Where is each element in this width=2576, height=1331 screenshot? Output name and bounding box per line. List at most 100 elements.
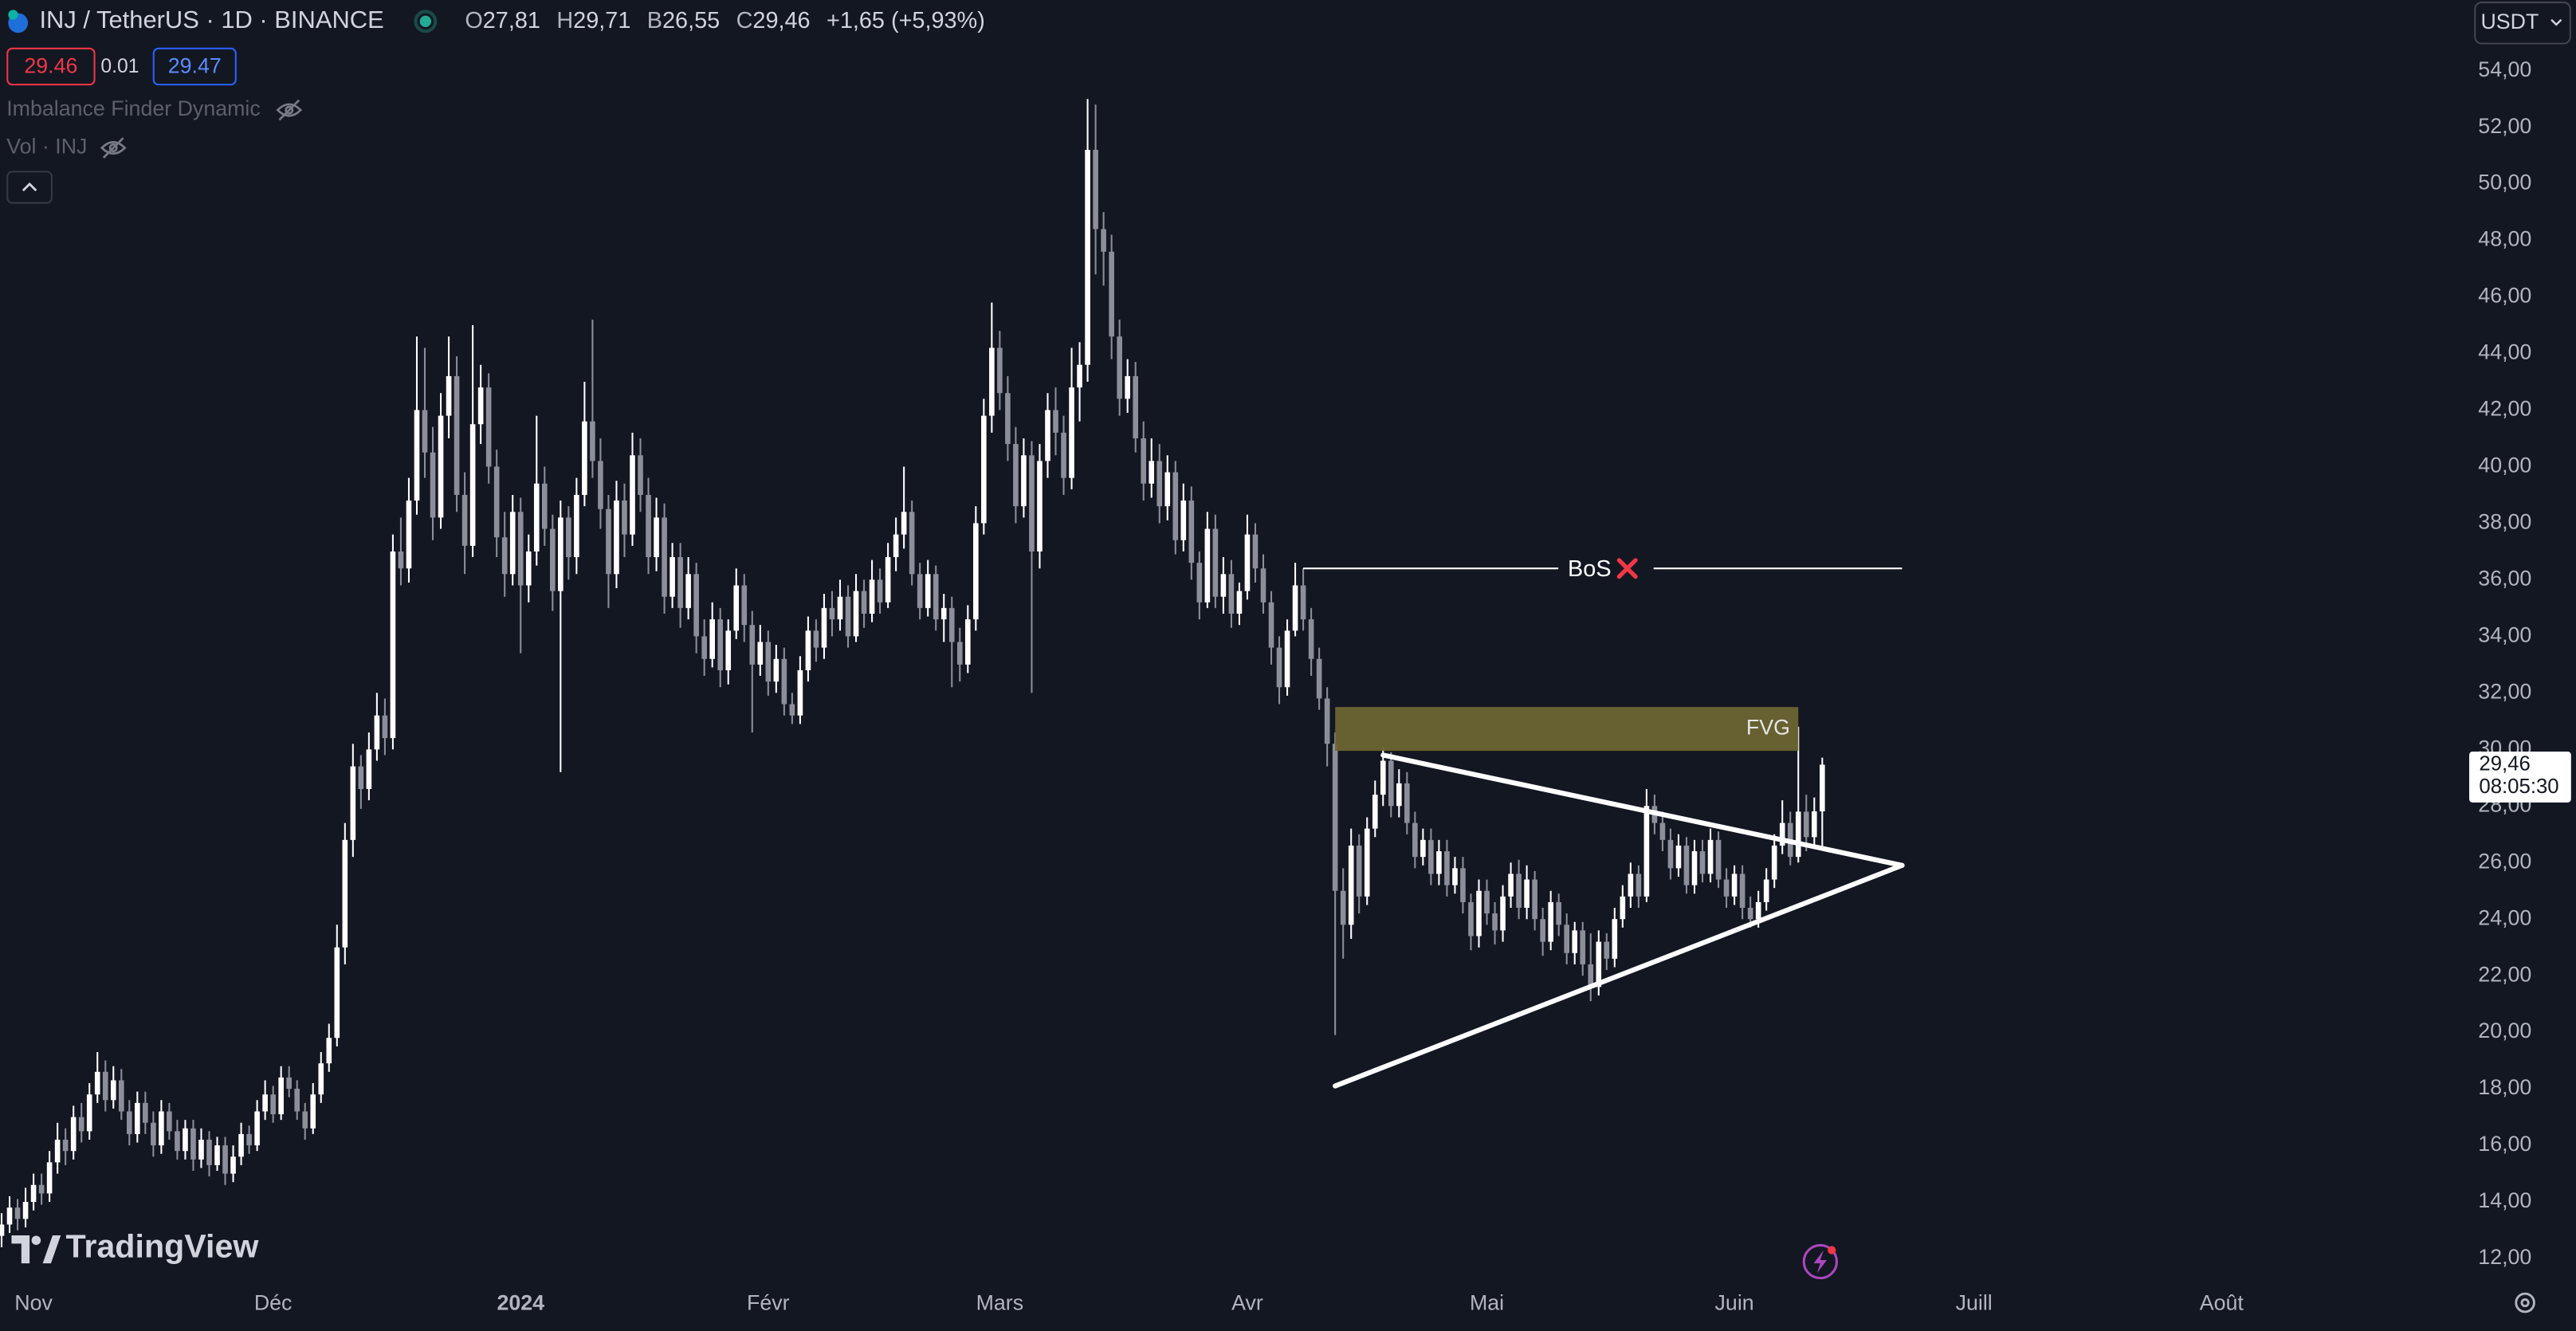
candle-body xyxy=(1771,845,1777,880)
candle-body xyxy=(175,1131,180,1152)
candle-body xyxy=(877,579,883,603)
market-status[interactable] xyxy=(414,10,438,33)
candle-body xyxy=(190,1128,196,1160)
sell-price: 29.46 xyxy=(24,54,77,78)
candle-body xyxy=(845,596,851,637)
candle-body xyxy=(1596,941,1602,987)
buy-button[interactable] xyxy=(152,47,237,86)
candle-body xyxy=(550,528,556,591)
candle-body xyxy=(1628,874,1634,897)
indicator-label[interactable]: Vol · INJ xyxy=(6,135,87,159)
candle-body xyxy=(1268,602,1274,648)
candle-body xyxy=(1372,795,1378,829)
candle-body xyxy=(1196,563,1203,603)
candle-body xyxy=(606,508,611,575)
candle-body xyxy=(1125,375,1130,399)
candle-body xyxy=(206,1139,212,1165)
candle-body xyxy=(38,1184,45,1194)
ohlc-change: +1,65 (+5,93%) xyxy=(827,7,985,33)
candle-body xyxy=(1212,528,1219,597)
candle-body xyxy=(1364,828,1370,897)
candle-body xyxy=(493,466,500,538)
candle-body xyxy=(30,1184,37,1203)
candle-body xyxy=(614,501,619,575)
candle-body xyxy=(167,1111,172,1132)
candle-body xyxy=(262,1094,268,1112)
buy-price: 29.47 xyxy=(168,54,222,78)
settings-button[interactable] xyxy=(2515,1292,2535,1313)
candle-body xyxy=(222,1145,228,1174)
candle-body xyxy=(997,347,1003,394)
candle-body xyxy=(1005,393,1011,445)
candle-body xyxy=(318,1063,324,1095)
candle-body xyxy=(286,1077,292,1090)
candle-body xyxy=(1524,879,1530,909)
candle-body xyxy=(1013,444,1019,507)
collapse-button[interactable] xyxy=(6,171,53,204)
market-status-dot xyxy=(419,15,432,28)
x-tick-label: Avr xyxy=(1231,1291,1263,1315)
candle-body xyxy=(598,461,603,509)
candle-body xyxy=(1085,150,1090,365)
sell-button[interactable] xyxy=(6,47,96,86)
y-tick-label: 50,00 xyxy=(2478,171,2531,194)
candle-body xyxy=(670,557,675,597)
lightning-button[interactable] xyxy=(1802,1243,1838,1280)
candle-body xyxy=(414,410,420,501)
symbol-title[interactable]: INJ / TetherUS · 1D · BINANCE xyxy=(39,6,383,33)
hidden-eye-icon[interactable] xyxy=(100,137,127,159)
candle-body xyxy=(430,452,436,518)
candle-body xyxy=(1468,901,1474,936)
candle-body xyxy=(183,1128,188,1152)
candle-body xyxy=(541,483,548,529)
candle-body xyxy=(940,607,947,620)
candle-body xyxy=(1396,783,1402,807)
candle-body xyxy=(1077,364,1082,388)
candle-body xyxy=(1731,874,1738,897)
candle-body xyxy=(477,387,484,425)
candle-body xyxy=(1548,901,1553,942)
candle-body xyxy=(1755,901,1761,920)
candle-body xyxy=(14,1207,21,1219)
currency-selector[interactable] xyxy=(2474,2,2571,45)
candle-body xyxy=(294,1089,300,1112)
candle-body xyxy=(1516,874,1522,909)
drawings: FVG BoS xyxy=(1303,556,1905,1089)
candle-body xyxy=(485,387,492,467)
candle-body xyxy=(1612,919,1618,959)
candle-body xyxy=(159,1111,164,1146)
x-tick-label: Mai xyxy=(1470,1291,1504,1315)
ohlc-value: 29,46 xyxy=(752,7,810,33)
candle-body xyxy=(925,574,931,608)
candle-body xyxy=(1707,839,1714,874)
candle-body xyxy=(214,1145,220,1165)
candle-body xyxy=(1037,461,1043,552)
candle-body xyxy=(1164,472,1171,507)
ohlc-value: 29,71 xyxy=(573,7,630,33)
candle-body xyxy=(1683,845,1690,885)
candle-body xyxy=(1540,919,1545,942)
y-tick-label: 40,00 xyxy=(2478,453,2531,477)
candle-body xyxy=(630,455,635,535)
candle-body xyxy=(1747,908,1753,920)
ohlc-key: O xyxy=(465,7,482,33)
y-tick-label: 18,00 xyxy=(2478,1075,2531,1099)
candle-body xyxy=(1580,930,1586,964)
candle-body xyxy=(1093,150,1098,230)
candle-body xyxy=(254,1111,260,1146)
candle-body xyxy=(909,512,915,575)
candle-body xyxy=(1803,811,1809,838)
candle-body xyxy=(70,1117,77,1152)
indicator-label[interactable]: Imbalance Finder Dynamic xyxy=(6,96,261,120)
candle-body xyxy=(1244,534,1251,591)
candle-body xyxy=(1428,839,1434,874)
candle-body xyxy=(757,642,764,665)
candle-body xyxy=(1556,901,1561,925)
candle-body xyxy=(1643,806,1650,897)
candle-body xyxy=(517,512,524,586)
y-tick-label: 46,00 xyxy=(2478,284,2531,308)
candle-body xyxy=(590,421,595,461)
hidden-eye-icon[interactable] xyxy=(276,99,303,121)
y-tick-label: 22,00 xyxy=(2478,962,2531,986)
candle-body xyxy=(1348,845,1354,925)
